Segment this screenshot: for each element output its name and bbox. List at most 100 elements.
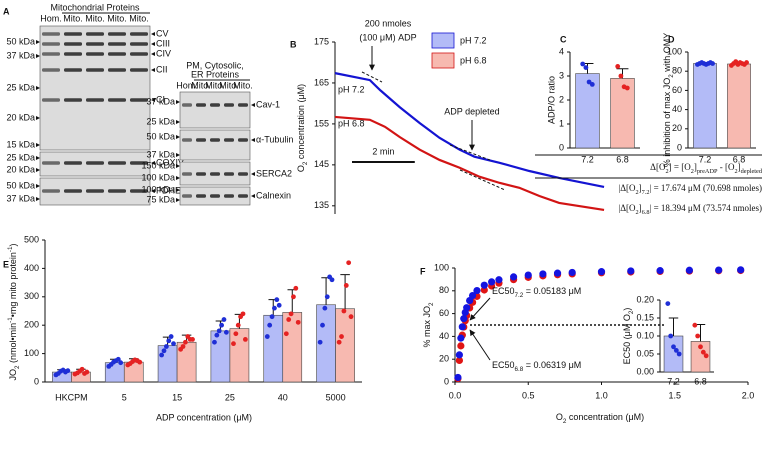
x-tick-label: 0.0 [449,390,462,400]
scale-bar-label: 2 min [372,146,394,156]
blot-band [64,161,82,165]
marker-arrow [176,188,180,192]
error-bar [668,317,679,336]
result-part: |Δ[O [618,183,636,193]
data-point [488,278,496,286]
data-point [168,334,174,339]
equation: Δ[O2] = [O2]preADP - [O2]depleted [650,162,763,175]
trace-line [334,72,605,189]
marker-arrow [176,153,180,157]
y-axis-title-part: concentration (μM) [296,84,306,162]
blot-band [196,194,206,198]
x-tick-label: 1.0 [595,390,608,400]
data-point [671,344,676,350]
bar [229,328,250,383]
x-tick-label: 25 [225,392,235,402]
x-tick-label: 6.8 [694,376,707,386]
data-point [267,322,273,328]
y-tick-label: 60 [672,85,682,95]
bar [335,308,355,383]
trace-label: pH 7.2 [338,84,365,94]
y-axis-title: JO2 (nmol•min-1•mg mito protein-1) [7,243,21,380]
marker-arrow [176,198,180,202]
data-point [269,314,275,320]
kda-marker: 15 kDa [6,139,35,149]
data-point [264,334,270,339]
data-point [115,356,121,362]
marker-arrow [36,54,40,58]
blot-band [64,98,82,102]
x-axis-title-part: O [556,412,563,422]
y-axis-title: EC50 (μM O2) [622,308,635,365]
data-point [665,301,671,306]
panel-label: F [420,266,426,276]
equation-part: 2 [691,168,694,175]
blot-band [86,189,104,193]
kda-marker: 37 kDa [6,50,35,60]
blot-band [86,161,104,165]
data-point [710,61,715,66]
blot-band [238,194,248,198]
protein-label: SERCA2 [256,168,292,178]
panel-label: A [3,6,10,16]
y-tick-label: 60 [439,308,449,318]
blot-image [39,25,151,151]
data-point [480,281,488,289]
blot-band [42,52,60,56]
kda-marker: 75 kDa [146,194,175,204]
data-point [495,276,503,284]
protein-arrow [251,103,255,107]
data-point [343,283,349,288]
lane-label: Mito. [107,13,127,23]
y-tick-label: 2 [559,94,564,104]
blot-band [182,103,192,107]
blot-band [86,52,104,56]
protein-label: CIII [156,38,170,48]
y-tick-label: 3 [559,70,564,80]
data-point [166,338,172,344]
y-axis-title-part: EC50 (μM O [622,314,632,364]
y-axis-title-part: •mg mito protein [8,252,18,317]
y-axis-title: O2 concentration (μM) [296,84,309,172]
kda-marker: 20 kDa [6,164,35,174]
arrow [469,297,491,321]
marker-arrow [176,120,180,124]
protein-arrow [151,189,155,193]
blot-title: PM, Cytosolic, [186,60,244,70]
bar [263,314,284,383]
data-point [463,304,471,312]
blot-band [210,103,220,107]
blot-band [182,172,192,176]
protein-arrow [151,42,155,46]
y-axis-title-part: (nmol•min [8,323,18,366]
data-point [84,369,90,375]
panel-label: D [668,34,675,44]
marker-arrow [176,135,180,139]
blot-band [130,189,148,193]
data-point [509,273,518,281]
data-point [272,305,277,311]
blot-image [179,129,251,161]
blot-band [108,52,126,56]
data-point [737,266,745,274]
result-part: 6.8 [642,209,650,216]
y-tick-label: 40 [439,331,449,341]
blot-band [86,32,104,36]
y-tick-label: 165 [314,77,329,87]
bar [210,330,231,383]
data-point [568,268,576,277]
blot-band [238,172,248,176]
data-point [214,332,220,338]
y-axis-title-part: 2 [428,302,435,306]
blot-band [108,32,126,36]
blot-band [64,42,82,46]
kda-marker: 20 kDa [6,112,35,122]
ec50-annotation-part: = 0.06319 μM [523,360,581,370]
y-tick-label: 135 [314,200,329,210]
lane-label: Mito. [129,13,149,23]
data-point [346,260,352,266]
x-tick-label: 5000 [326,392,346,402]
result-part: 2 [636,209,639,216]
y-tick-label: 500 [24,234,39,244]
data-point [161,348,167,354]
